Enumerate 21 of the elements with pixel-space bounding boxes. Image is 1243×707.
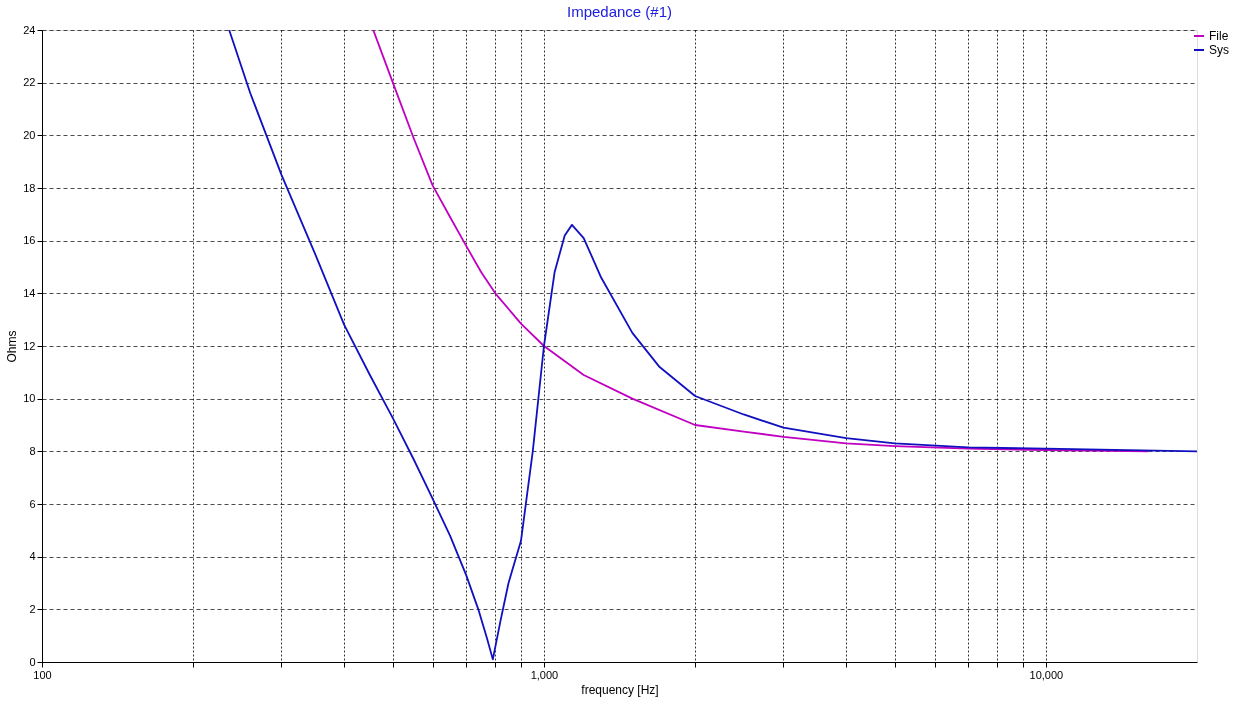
legend-label: Sys [1209, 43, 1230, 57]
y-tick-label: 8 [29, 444, 36, 457]
y-tick-label: 18 [23, 181, 36, 194]
x-axis-title: frequency [Hz] [581, 682, 659, 697]
y-tick-label: 16 [23, 234, 36, 247]
y-tick-label: 22 [23, 76, 36, 89]
y-tick-label: 10 [23, 392, 36, 405]
y-axis-title: Ohms [5, 330, 20, 363]
x-tick-label: 1,000 [530, 668, 559, 681]
y-tick-label: 20 [23, 128, 36, 141]
x-tick-label: 10,000 [1029, 668, 1064, 681]
legend-label: File [1209, 29, 1229, 43]
chart-title: Impedance (#1) [566, 3, 673, 20]
y-tick-label: 4 [29, 550, 36, 563]
y-tick-label: 6 [29, 497, 36, 510]
y-tick-label: 12 [23, 339, 36, 352]
y-tick-label: 0 [29, 655, 36, 668]
x-tick-label: 100 [33, 668, 52, 681]
y-tick-label: 14 [23, 286, 36, 299]
y-tick-label: 2 [29, 602, 36, 615]
y-tick-label: 24 [23, 23, 36, 36]
